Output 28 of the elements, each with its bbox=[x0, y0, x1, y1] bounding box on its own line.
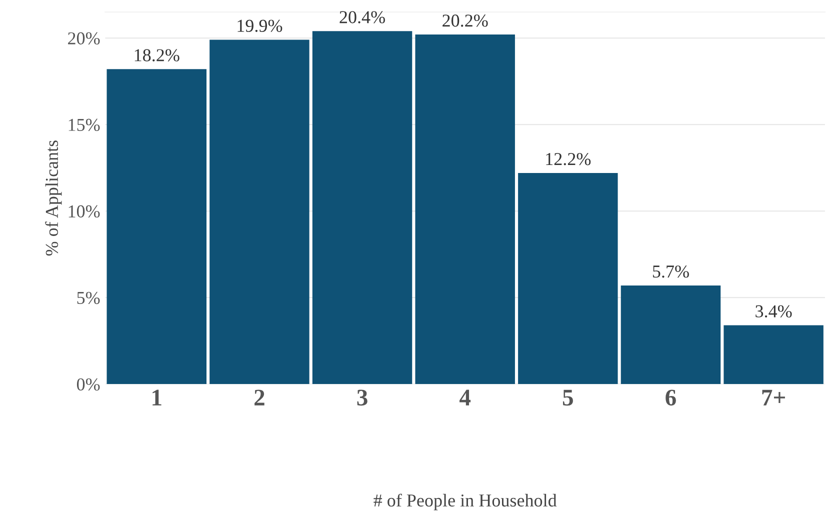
bar bbox=[620, 285, 721, 384]
y-tick-label: 5% bbox=[77, 292, 100, 304]
x-tick-label: 2 bbox=[254, 390, 264, 406]
bar bbox=[312, 31, 412, 384]
data-label: 20.4% bbox=[340, 11, 385, 24]
data-label: 19.9% bbox=[238, 20, 282, 32]
x-tick-label: 5 bbox=[562, 390, 573, 406]
data-label: 5.7% bbox=[652, 265, 689, 278]
bar bbox=[106, 69, 206, 384]
y-tick-label: 20% bbox=[68, 32, 100, 45]
bar bbox=[415, 34, 515, 384]
data-label: 12.2% bbox=[546, 152, 591, 166]
y-tick-label: 15% bbox=[68, 118, 100, 132]
bar bbox=[518, 172, 618, 384]
x-tick-label: 1 bbox=[152, 390, 162, 406]
data-label: 3.4% bbox=[756, 305, 792, 318]
x-axis-title: # of People in Household bbox=[374, 494, 557, 510]
x-tick-label: 6 bbox=[666, 390, 676, 406]
x-tick-label: 4 bbox=[460, 390, 471, 406]
y-tick-label: 0% bbox=[76, 378, 100, 391]
bar bbox=[210, 40, 310, 384]
y-tick-label: 10% bbox=[68, 205, 100, 218]
x-tick-label: 3 bbox=[357, 390, 368, 406]
data-label: 20.2% bbox=[442, 14, 488, 27]
bar bbox=[724, 325, 824, 384]
x-tick-label: 7+ bbox=[762, 390, 785, 406]
data-label: 18.2% bbox=[134, 49, 180, 62]
y-axis-title: % of Applicants bbox=[45, 140, 62, 256]
